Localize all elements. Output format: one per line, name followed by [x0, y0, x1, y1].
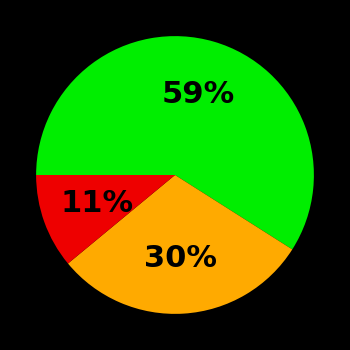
Text: 11%: 11% — [60, 189, 133, 218]
Text: 30%: 30% — [144, 244, 217, 273]
Wedge shape — [36, 36, 314, 250]
Text: 59%: 59% — [162, 80, 235, 110]
Wedge shape — [36, 175, 175, 264]
Wedge shape — [68, 175, 292, 314]
